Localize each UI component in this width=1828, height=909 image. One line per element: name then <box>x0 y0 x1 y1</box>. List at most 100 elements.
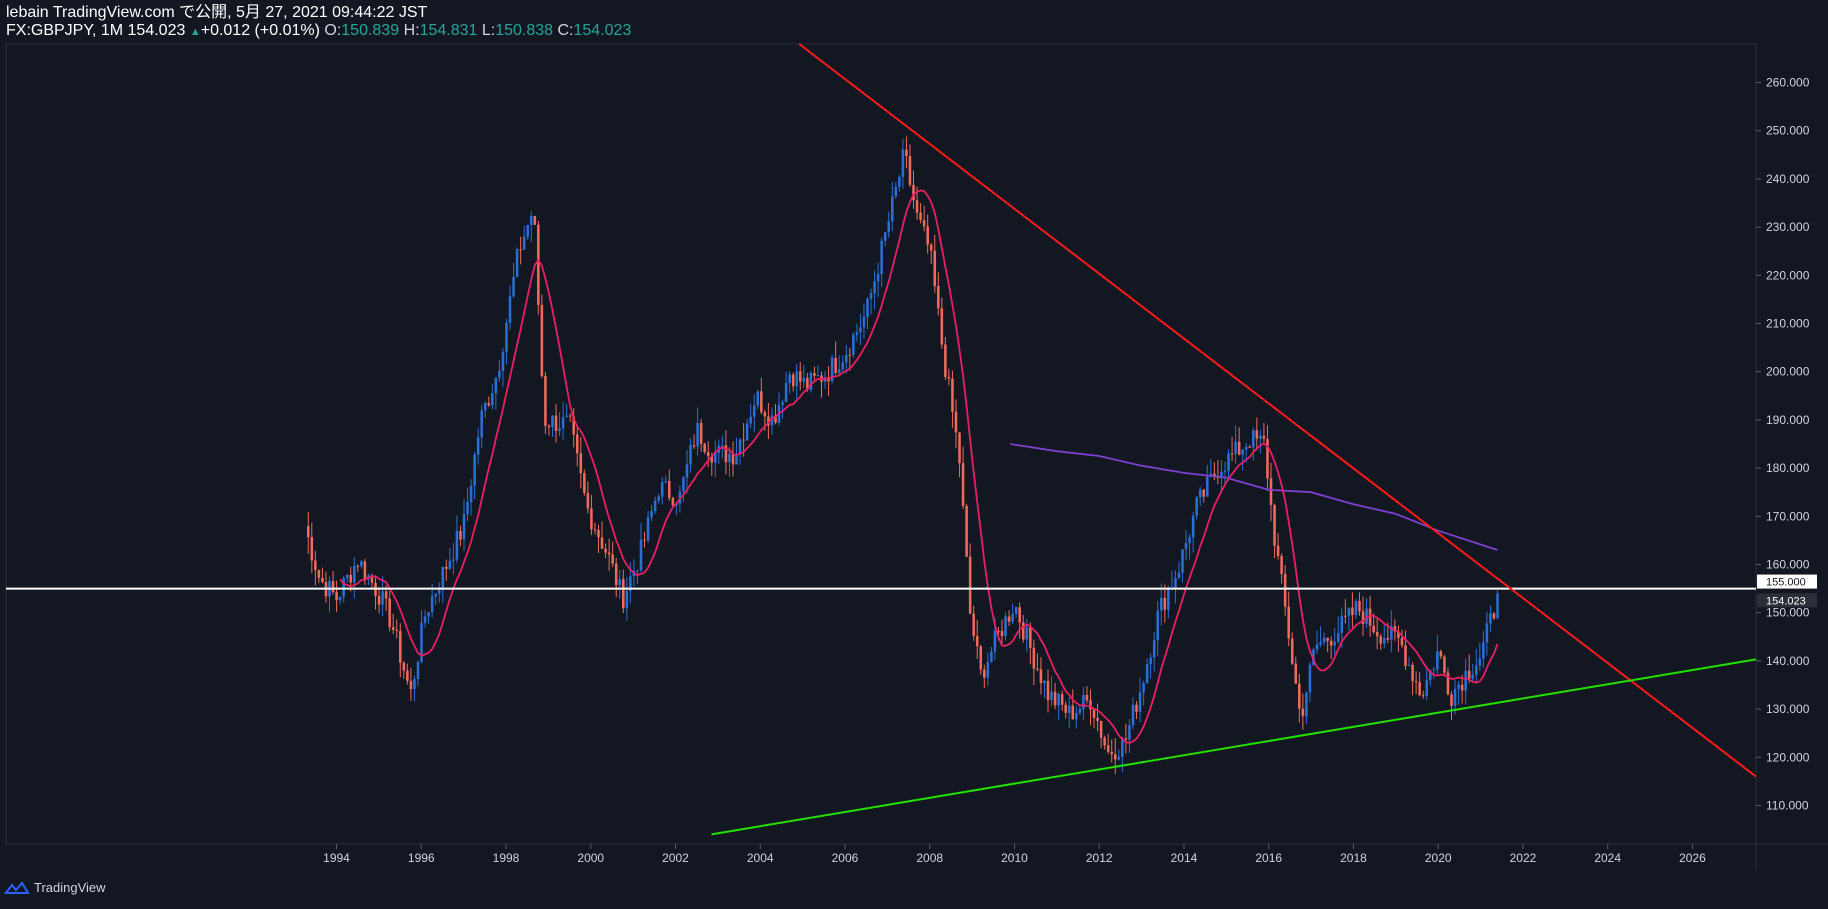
candle-body <box>1365 608 1368 624</box>
y-tick-label: 190.000 <box>1766 413 1810 427</box>
candle-body <box>997 630 1000 632</box>
candle-body <box>883 232 887 241</box>
y-tick-label: 170.000 <box>1766 509 1810 523</box>
candle-body <box>1464 670 1467 691</box>
candle-body <box>1021 622 1025 640</box>
candle-body <box>1244 446 1248 450</box>
candle-body <box>1368 608 1372 626</box>
candle-body <box>951 378 954 412</box>
candle-body <box>1347 607 1351 616</box>
candle-body <box>1085 694 1089 701</box>
candle-body <box>1195 497 1198 516</box>
x-tick-label: 2010 <box>1001 851 1028 865</box>
candle-body <box>1290 638 1294 664</box>
candle-body <box>586 492 590 509</box>
candle-body <box>972 613 975 636</box>
candle-body <box>1248 446 1252 448</box>
x-tick-label: 2018 <box>1340 851 1367 865</box>
candle-body <box>650 510 653 518</box>
footer-brand[interactable]: TradingView <box>4 880 106 895</box>
candle-body <box>575 434 579 454</box>
candle-body <box>646 517 650 541</box>
candle-body <box>901 149 905 177</box>
y-tick-label: 220.000 <box>1766 268 1810 282</box>
candle-body <box>1152 640 1156 658</box>
candle-body <box>859 327 862 333</box>
candle-body <box>480 410 483 438</box>
candle-body <box>1432 669 1436 671</box>
candle-body <box>699 422 703 444</box>
candle-body <box>1460 684 1464 691</box>
candle-body <box>469 485 473 503</box>
candle-body <box>1336 632 1340 642</box>
candle-body <box>537 224 540 305</box>
y-tick-label: 150.000 <box>1766 606 1810 620</box>
y-tick-label: 230.000 <box>1766 220 1810 234</box>
candle-body <box>1259 435 1262 439</box>
candle-body <box>1358 601 1361 612</box>
candle-body <box>1117 756 1121 760</box>
candle-body <box>1149 657 1152 665</box>
candle-body <box>554 415 558 432</box>
candle-body <box>568 415 572 417</box>
candle-body <box>476 437 480 455</box>
candle-body <box>1198 489 1202 498</box>
candle-body <box>837 369 841 374</box>
candle-body <box>1241 449 1244 455</box>
ma-short-line <box>339 189 1499 744</box>
candle-body <box>1471 674 1475 679</box>
candle-body <box>345 574 349 579</box>
candle-body <box>494 377 498 394</box>
candle-body <box>710 456 714 463</box>
resistance-trendline[interactable] <box>798 43 1757 778</box>
candle-body <box>611 554 614 564</box>
candle-body <box>579 453 583 474</box>
support-trendline[interactable] <box>711 658 1757 836</box>
candle-body <box>607 552 611 555</box>
candle-body <box>728 453 731 463</box>
candle-body <box>781 402 784 405</box>
candle-body <box>1478 658 1482 666</box>
y-tick-label: 210.000 <box>1766 317 1810 331</box>
candle-body <box>544 376 547 426</box>
candle-body <box>937 286 940 309</box>
candle-body <box>515 249 519 278</box>
candle-body <box>1223 470 1227 473</box>
y-tick-label: 160.000 <box>1766 557 1810 571</box>
candle-body <box>668 481 671 498</box>
candle-body <box>1160 597 1163 611</box>
price-tag-label: 155.000 <box>1766 577 1806 589</box>
candle-body <box>958 432 961 464</box>
candle-body <box>388 598 391 628</box>
x-tick-label: 2004 <box>747 851 774 865</box>
candle-body <box>1372 625 1375 633</box>
candle-body <box>961 463 965 506</box>
candle-body <box>1407 664 1411 666</box>
price-axis[interactable]: 260.000 250.000 240.000 230.000 220.000 210.0… <box>1756 76 1810 813</box>
time-axis[interactable]: 1994 1996 1998 2000 2002 2004 2006 2008 2010 2012… <box>323 844 1706 865</box>
y-tick-label: 140.000 <box>1766 654 1810 668</box>
candle-body <box>399 630 402 663</box>
candle-body <box>1482 642 1485 659</box>
y-tick-label: 130.000 <box>1766 702 1810 716</box>
candle-body <box>636 570 639 572</box>
candle-body <box>1496 593 1499 619</box>
plot-area[interactable] <box>5 43 1757 845</box>
candle-body <box>547 425 551 428</box>
x-tick-label: 2020 <box>1425 851 1452 865</box>
candle-body <box>1000 631 1004 637</box>
candle-body <box>887 221 891 233</box>
candle-body <box>1067 705 1071 713</box>
x-tick-label: 2022 <box>1510 851 1537 865</box>
candle-body <box>1181 549 1184 573</box>
candle-body <box>1312 649 1315 665</box>
candle-body <box>940 308 944 345</box>
symbol-label[interactable]: FX:GBPJPY, 1M <box>6 22 124 39</box>
x-tick-label: 1998 <box>493 851 520 865</box>
candle-body <box>1128 725 1131 740</box>
chart-header: lebain TradingView.com で公開, 5月 27, 2021 … <box>6 4 631 41</box>
candle-body <box>802 377 806 382</box>
x-tick-label: 1996 <box>408 851 435 865</box>
price-change: +0.012 (+0.01%) <box>200 22 320 39</box>
